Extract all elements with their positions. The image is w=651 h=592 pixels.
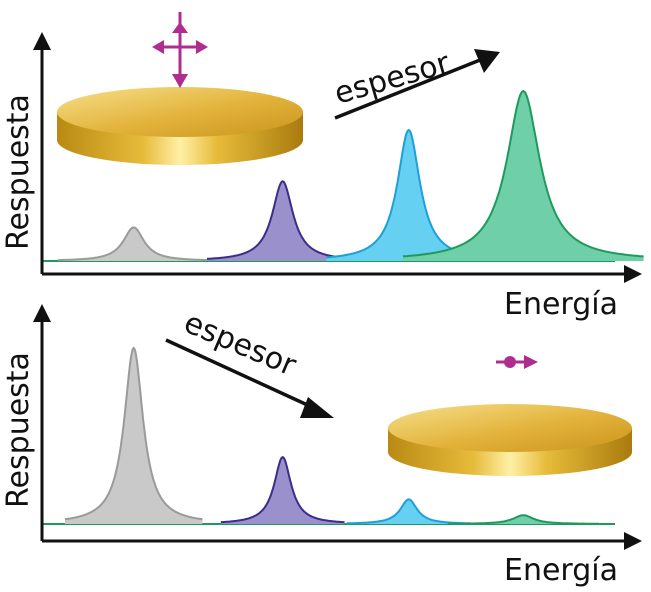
peak-area-purple	[207, 181, 359, 261]
top-y-axis-label: Respuesta	[1, 94, 36, 250]
bottom-y-axis-label: Respuesta	[1, 352, 36, 508]
bottom-thickness-arrow	[165, 338, 315, 410]
bottom-x-axis-label: Energía	[504, 553, 618, 588]
top-x-axis-label: Energía	[504, 287, 618, 322]
top-thickness-arrowhead	[474, 49, 500, 73]
peak-area-green	[403, 91, 644, 261]
peak-line-gray	[58, 226, 210, 262]
top-y-axis-arrowhead	[33, 32, 51, 50]
peak-area-green	[447, 515, 599, 524]
peak-line-blue	[346, 498, 471, 525]
peak-area-gray	[58, 227, 210, 261]
bottom-polarization-icon	[496, 355, 538, 369]
peak-area-blue	[326, 130, 492, 261]
peak-area-blue	[346, 499, 471, 524]
bottom-panel: Respuesta Energía espesor	[1, 304, 642, 588]
bottom-thickness-label: espesor	[179, 305, 302, 384]
peak-line-purple	[220, 455, 345, 524]
peak-area-purple	[220, 457, 345, 524]
top-panel: Respuesta Energía espesor	[1, 12, 644, 322]
top-polarization-icon	[152, 12, 208, 88]
peak-line-gray	[64, 346, 203, 521]
top-thickness-label: espesor	[331, 45, 455, 111]
top-peaks	[42, 89, 644, 262]
bottom-gold-disk	[388, 404, 632, 476]
bottom-thickness-arrowhead	[300, 397, 334, 418]
peak-line-green	[447, 514, 599, 525]
peak-area-gray	[64, 348, 203, 524]
top-x-axis-arrowhead	[624, 265, 642, 283]
top-gold-disk	[57, 87, 303, 165]
top-thickness-arrow	[334, 58, 481, 120]
peak-line-green	[402, 89, 644, 258]
bottom-peaks	[42, 346, 615, 525]
bottom-y-axis-arrowhead	[33, 304, 51, 322]
bottom-x-axis-arrowhead	[624, 532, 642, 550]
